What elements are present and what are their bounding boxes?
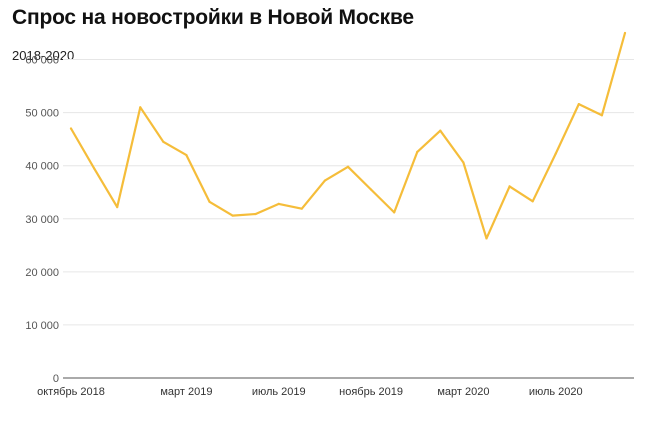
x-tick-label: март 2019	[160, 386, 212, 398]
data-point	[69, 127, 73, 130]
y-tick-label: 0	[53, 373, 59, 385]
y-tick-label: 60 000	[25, 55, 59, 67]
y-tick-label: 30 000	[25, 214, 59, 226]
y-tick-label: 40 000	[25, 161, 59, 173]
data-point	[277, 202, 280, 206]
data-point	[323, 179, 327, 182]
y-tick-label: 20 000	[25, 267, 59, 279]
series-layer	[69, 31, 627, 240]
y-tick-label: 10 000	[25, 320, 59, 332]
data-point	[92, 167, 96, 170]
data-point	[139, 106, 142, 109]
data-point	[116, 205, 119, 209]
data-point	[531, 200, 534, 203]
x-tick-label: ноябрь 2019	[339, 386, 403, 398]
data-point	[577, 103, 580, 106]
data-point	[623, 31, 627, 35]
x-tick-label: октябрь 2018	[37, 386, 105, 398]
data-point	[554, 152, 557, 155]
x-axis-ticks: октябрь 2018 март 2019 июль 2019 ноябрь 201…	[37, 386, 583, 398]
chart-subtitle: 2018-2020	[12, 48, 75, 63]
x-tick-label: март 2020	[437, 386, 489, 398]
data-point	[300, 207, 303, 210]
grid-lines	[63, 59, 634, 379]
series-line	[69, 31, 627, 240]
data-point	[600, 114, 604, 117]
data-point	[162, 140, 165, 143]
data-point	[508, 185, 511, 188]
data-point	[208, 200, 211, 203]
data-point	[439, 129, 442, 132]
x-tick-label: июль 2019	[252, 386, 306, 398]
x-tick-label: июль 2020	[529, 386, 583, 398]
chart-title: Спрос на новостройки в Новой Москве	[12, 6, 414, 29]
data-point	[185, 153, 188, 157]
data-point	[393, 211, 396, 214]
y-tick-label: 50 000	[25, 108, 59, 120]
y-axis-ticks: 0 10 000 20 000 30 000 40 000 50 000 60 000	[25, 55, 59, 385]
data-point	[416, 150, 419, 153]
data-point	[254, 212, 257, 216]
data-point	[462, 161, 465, 164]
data-point	[231, 214, 234, 217]
data-point	[346, 165, 350, 168]
data-point	[485, 237, 488, 240]
data-point	[369, 188, 373, 191]
